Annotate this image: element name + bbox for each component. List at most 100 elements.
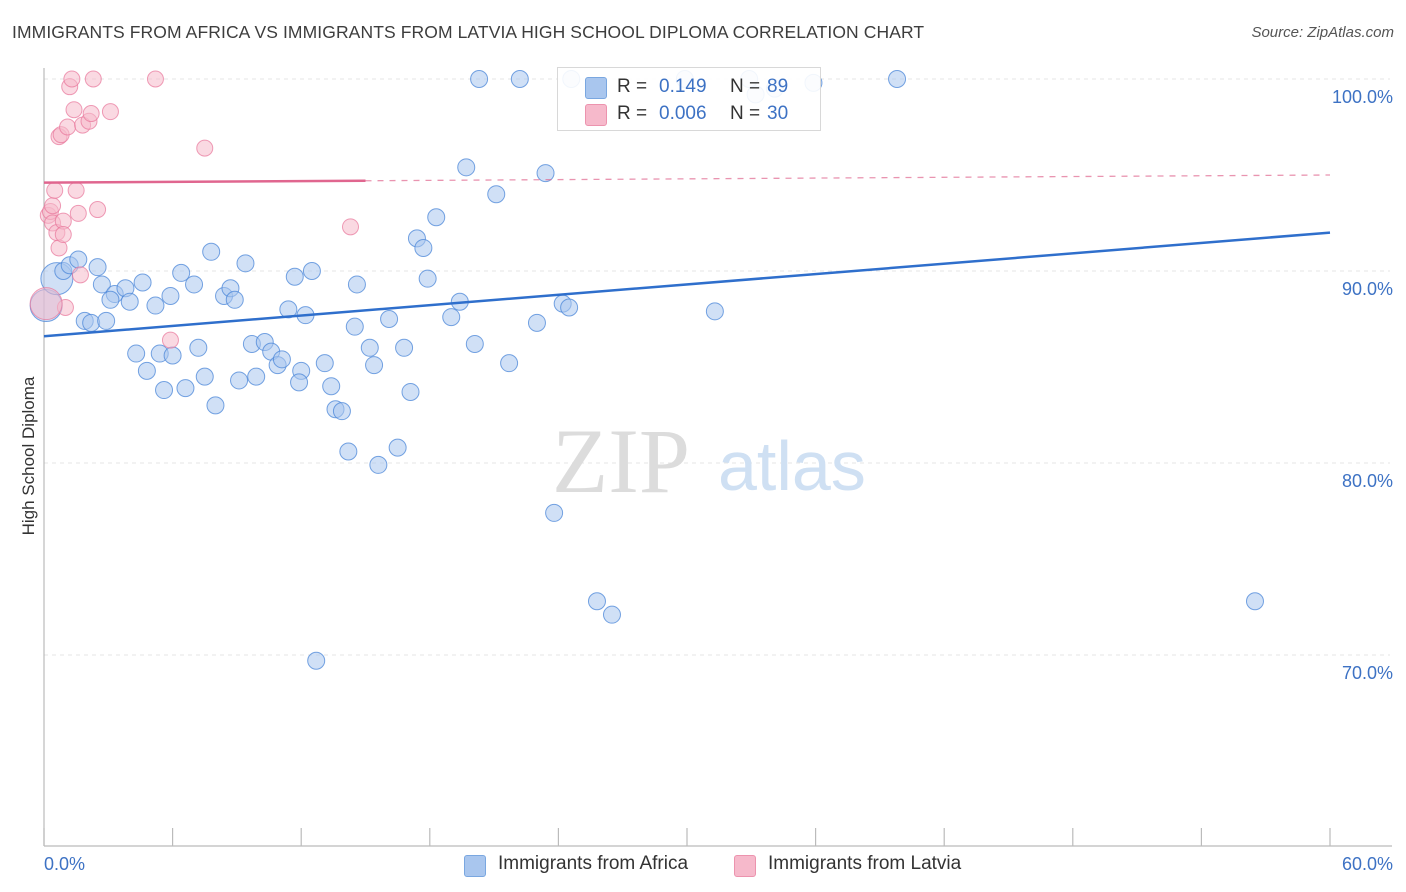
data-point-africa	[185, 275, 204, 294]
data-point-africa	[230, 371, 249, 390]
data-point-africa	[602, 605, 621, 624]
data-point-latvia	[71, 266, 89, 284]
data-point-africa	[587, 592, 606, 611]
data-point-latvia	[161, 331, 179, 349]
trend-line-latvia-extension	[365, 174, 1331, 182]
data-point-africa	[88, 258, 107, 277]
data-point-africa	[176, 379, 195, 398]
data-point-latvia	[67, 181, 85, 199]
data-point-africa	[365, 356, 384, 375]
bottom-legend-swatch-africa	[464, 855, 486, 877]
data-point-africa	[705, 302, 724, 321]
data-point-africa	[347, 275, 366, 294]
data-point-latvia	[29, 287, 63, 321]
data-point-latvia	[59, 118, 77, 136]
data-point-africa	[69, 250, 88, 269]
data-point-africa	[195, 367, 214, 386]
data-point-africa	[369, 455, 388, 474]
data-point-latvia	[46, 181, 64, 199]
y-tick-label: 70.0%	[1342, 663, 1393, 683]
legend-r-label: R =	[617, 76, 648, 97]
watermark: ZIP atlas	[552, 410, 866, 512]
data-point-africa	[133, 273, 152, 292]
data-point-africa	[279, 300, 298, 319]
data-point-africa	[97, 311, 116, 330]
data-point-africa	[510, 70, 529, 88]
data-point-africa	[332, 402, 351, 421]
data-point-africa	[189, 338, 208, 357]
trend-line-africa	[43, 231, 1331, 338]
y-tick-label: 100.0%	[1332, 87, 1393, 107]
series-latvia-points	[29, 70, 359, 349]
data-point-latvia	[89, 201, 107, 219]
chart-title: IMMIGRANTS FROM AFRICA VS IMMIGRANTS FRO…	[12, 22, 925, 42]
data-point-africa	[457, 158, 476, 177]
data-point-africa	[290, 373, 309, 392]
data-point-latvia	[341, 218, 359, 236]
legend-r-value: 0.149	[659, 76, 707, 97]
data-point-africa	[487, 185, 506, 204]
data-point-africa	[120, 292, 139, 311]
y-axis-title: High School Diploma	[19, 376, 38, 535]
data-point-latvia	[63, 70, 81, 88]
legend-n-value: 30	[767, 103, 789, 124]
data-point-africa	[161, 286, 180, 305]
data-point-africa	[418, 269, 437, 288]
watermark-atlas: atlas	[718, 427, 866, 505]
legend-n-label: N =	[730, 103, 761, 124]
y-tick-label: 90.0%	[1342, 279, 1393, 299]
data-point-latvia	[69, 204, 87, 222]
data-point-africa	[155, 381, 174, 400]
axes	[43, 68, 1392, 847]
x-tick-label: 0.0%	[44, 854, 85, 874]
legend-row-africa: R = 0.149 N = 89	[558, 73, 820, 101]
watermark-zip: ZIP	[552, 410, 690, 512]
legend-box: R = 0.149 N = 89 R = 0.006 N = 30	[557, 67, 821, 131]
legend-r-label: R =	[617, 103, 648, 124]
data-point-africa	[888, 70, 907, 88]
bottom-legend: Immigrants from Africa Immigrants from L…	[0, 852, 1406, 880]
data-point-africa	[101, 290, 120, 309]
data-point-latvia	[82, 105, 100, 123]
legend-n-value: 89	[767, 76, 789, 97]
data-point-africa	[527, 313, 546, 332]
data-point-africa	[206, 396, 225, 415]
data-point-africa	[202, 242, 221, 261]
data-point-africa	[442, 308, 461, 327]
data-point-latvia	[65, 101, 83, 119]
data-point-africa	[137, 361, 156, 380]
data-point-africa	[500, 354, 519, 373]
bottom-legend-label-africa: Immigrants from Africa	[498, 853, 689, 874]
data-point-latvia	[44, 197, 62, 215]
data-point-latvia	[146, 70, 164, 88]
data-point-africa	[427, 208, 446, 227]
legend-swatch-latvia	[585, 104, 607, 126]
legend-n-label: N =	[730, 76, 761, 97]
data-point-africa	[380, 310, 399, 328]
data-point-latvia	[54, 226, 72, 244]
legend-swatch-africa	[585, 77, 607, 99]
data-point-africa	[307, 651, 326, 670]
data-point-africa	[236, 254, 255, 273]
data-point-africa	[395, 338, 414, 357]
data-point-africa	[272, 350, 291, 369]
data-point-africa	[315, 354, 334, 373]
bottom-legend-label-latvia: Immigrants from Latvia	[768, 853, 962, 874]
data-point-africa	[465, 334, 484, 353]
x-tick-label: 60.0%	[1342, 854, 1393, 874]
data-point-africa	[414, 238, 433, 257]
y-tick-label: 80.0%	[1342, 471, 1393, 491]
gridlines	[44, 78, 1390, 656]
data-point-africa	[322, 377, 341, 396]
data-point-africa	[401, 382, 420, 401]
data-point-africa	[360, 338, 379, 357]
data-point-africa	[127, 344, 146, 363]
data-point-africa	[470, 70, 489, 88]
data-point-africa	[285, 267, 304, 286]
data-point-africa	[560, 298, 579, 317]
legend-r-value: 0.006	[659, 103, 707, 124]
series-africa-points	[29, 70, 1264, 670]
data-point-africa	[1245, 592, 1264, 611]
data-point-latvia	[101, 103, 119, 121]
